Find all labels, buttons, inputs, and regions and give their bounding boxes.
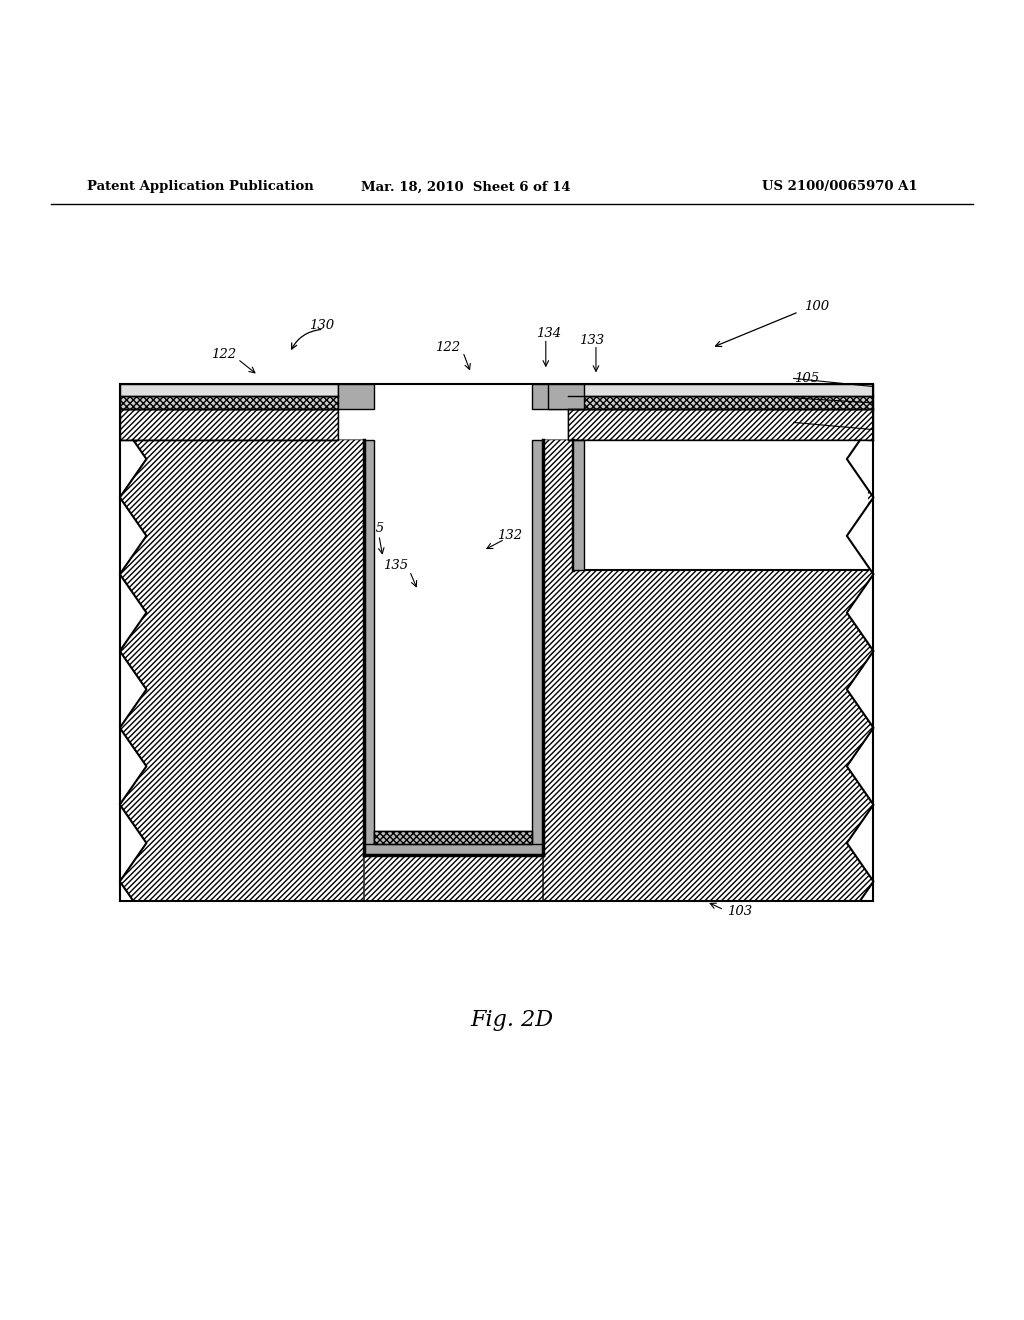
Polygon shape xyxy=(573,440,868,570)
Polygon shape xyxy=(338,384,374,409)
Polygon shape xyxy=(374,832,532,845)
Polygon shape xyxy=(532,440,543,854)
Polygon shape xyxy=(120,409,338,440)
Text: 133: 133 xyxy=(580,334,604,347)
Polygon shape xyxy=(364,440,374,854)
Text: 132: 132 xyxy=(498,528,522,541)
Polygon shape xyxy=(568,409,873,440)
Text: 135: 135 xyxy=(383,560,408,573)
Polygon shape xyxy=(120,440,364,900)
Text: Fig. 2D: Fig. 2D xyxy=(470,1010,554,1031)
Polygon shape xyxy=(364,845,543,854)
Text: 135: 135 xyxy=(359,523,384,536)
Text: US 2100/0065970 A1: US 2100/0065970 A1 xyxy=(762,181,918,194)
Text: 130: 130 xyxy=(309,318,335,331)
Text: Mar. 18, 2010  Sheet 6 of 14: Mar. 18, 2010 Sheet 6 of 14 xyxy=(361,181,570,194)
Text: 105: 105 xyxy=(794,372,819,385)
Text: 101: 101 xyxy=(794,533,819,545)
Polygon shape xyxy=(532,384,568,409)
Text: Patent Application Publication: Patent Application Publication xyxy=(87,181,313,194)
Polygon shape xyxy=(548,384,584,409)
Text: 122: 122 xyxy=(435,341,460,354)
Polygon shape xyxy=(573,440,584,570)
Text: 134: 134 xyxy=(537,327,561,339)
Text: 104: 104 xyxy=(794,391,819,404)
Polygon shape xyxy=(543,440,873,900)
Text: 122: 122 xyxy=(211,348,236,362)
Polygon shape xyxy=(364,854,543,900)
Text: 103: 103 xyxy=(727,906,753,919)
Text: 102: 102 xyxy=(794,416,819,429)
Polygon shape xyxy=(568,384,873,396)
Text: 100: 100 xyxy=(804,300,829,313)
Polygon shape xyxy=(120,384,338,396)
Polygon shape xyxy=(568,396,873,409)
Polygon shape xyxy=(120,396,338,409)
